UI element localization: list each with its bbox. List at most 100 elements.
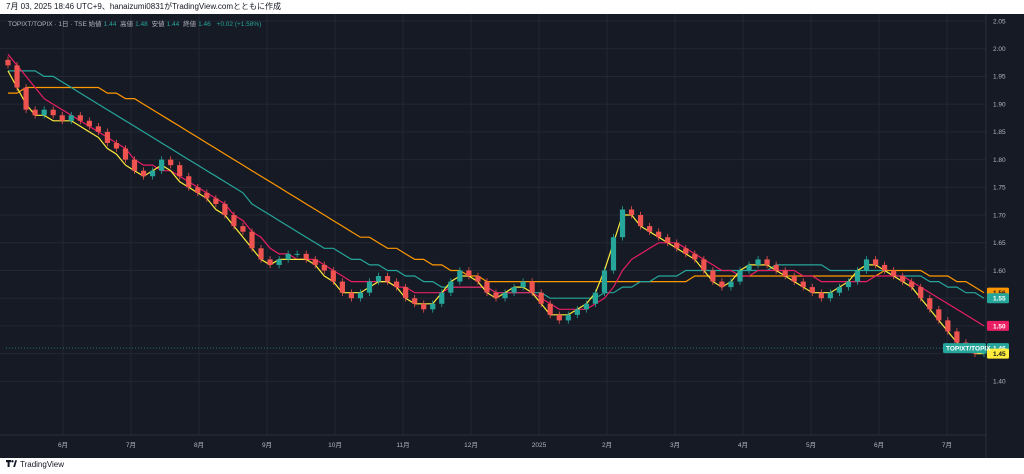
symbol-legend: TOPIXT/TOPIX · 1日 · TSE 始値 1.44 高値 1.48 安値… [8,18,263,28]
price-tag-label: 1.45 [993,351,1006,358]
footer: TradingView [6,460,64,469]
candle-body [5,59,11,66]
x-tick-label: 3月 [670,441,680,449]
candle-body [945,320,951,332]
candles [5,56,987,357]
candle-body [818,292,824,299]
candle-body [240,226,246,232]
candle-body [222,203,228,216]
y-tick-label: 2.00 [993,46,1006,53]
ma-line [8,86,985,294]
price-tag [987,348,1009,359]
candle-body [412,298,418,304]
candle-body [746,264,752,271]
y-tick-label: 1.40 [993,379,1006,386]
candle-body [628,209,635,216]
y-tick-label: 1.85 [993,129,1006,136]
candle-body [601,270,608,293]
price-tag-label: 1.55 [993,296,1006,303]
candle-body [258,248,264,260]
y-tick-label: 1.90 [993,101,1006,108]
symbol-tag-label: TOPIXT/TOPIX [946,346,991,353]
candle-body [511,287,517,293]
candle-body [131,159,138,171]
change-value: +0.02 (+1.58%) [216,21,262,28]
y-tick-label: 1.60 [993,268,1006,275]
snapshot-header: 7月 03, 2025 18:46 UTC+9、hanaizumi0831がTr… [6,2,282,11]
candle-body [773,264,779,271]
candle-body [231,215,237,227]
price-chart[interactable]: 2.05 2.00 1.95 1.90 1.85 1.80 1.75 1.70 1.65 1.60… [0,14,1024,458]
candle-body [249,231,255,249]
candle-body [68,115,74,121]
moving-averages [7,53,985,355]
candle-body [122,148,129,160]
candle-body [195,187,201,193]
candle-body [710,270,716,282]
y-tick-label: 1.80 [993,157,1006,164]
candle-body [845,281,852,288]
candle-body [294,253,300,255]
candle-body [95,126,101,132]
candle-body [637,215,644,227]
candle-body [86,120,92,127]
candle-body [683,248,689,254]
candle-body [421,303,427,310]
candle-body [375,276,382,282]
candle-body [565,314,571,321]
candle-body [393,281,400,288]
candle-body [23,87,29,110]
candle-body [619,209,626,238]
candle-body [701,259,707,271]
candle-body [213,198,219,204]
candle-body [719,281,725,288]
grid [0,14,987,458]
candle-body [41,109,47,116]
candle-body [909,281,915,288]
brand-name[interactable]: TradingView [20,460,65,469]
ma-line [8,70,985,299]
close-label: 終値 [183,21,197,28]
candle-body [50,109,56,116]
y-tick-label: 1.75 [993,185,1006,192]
chart-panel[interactable] [0,14,1024,458]
candle-body [466,270,472,277]
candle-body [366,281,373,293]
candle-body [854,270,861,282]
symbol-name[interactable]: TOPIXT/TOPIX · 1日 · TSE [8,21,87,28]
candle-body [891,270,897,277]
x-tick-label: 2025 [532,442,547,449]
candle-body [674,242,680,249]
x-tick-label: 11月 [396,441,409,449]
candle-body [791,276,797,282]
candle-body [285,253,291,260]
candle-body [881,264,888,271]
candle-body [574,309,580,315]
candle-body [538,292,544,304]
candle-body [276,259,282,265]
x-tick-label: 8月 [194,441,204,449]
candle-body [656,231,662,238]
candle-body [737,270,743,282]
candle-body [403,287,409,299]
candle-body [556,314,562,321]
candle-body [665,237,671,243]
candle-body [457,270,463,282]
x-tick-label: 10月 [328,441,342,449]
candle-body [918,287,924,299]
x-axis: 6月 7月 8月 9月 10月 11月 12月 2025 2月 3月 4月 5月 6月 7月 [58,441,952,449]
candle-body [493,292,499,299]
candle-body [439,292,445,304]
low-value: 1.44 [166,21,180,28]
x-tick-label: 9月 [262,441,272,449]
high-value: 1.48 [135,21,148,28]
close-value: 1.46 [198,21,211,28]
candle-body [692,253,698,260]
candle-body [186,176,192,188]
y-tick-label: 1.65 [993,240,1006,247]
candle-body [583,303,589,310]
x-tick-label: 4月 [738,441,748,449]
y-tick-label: 2.05 [993,18,1006,25]
